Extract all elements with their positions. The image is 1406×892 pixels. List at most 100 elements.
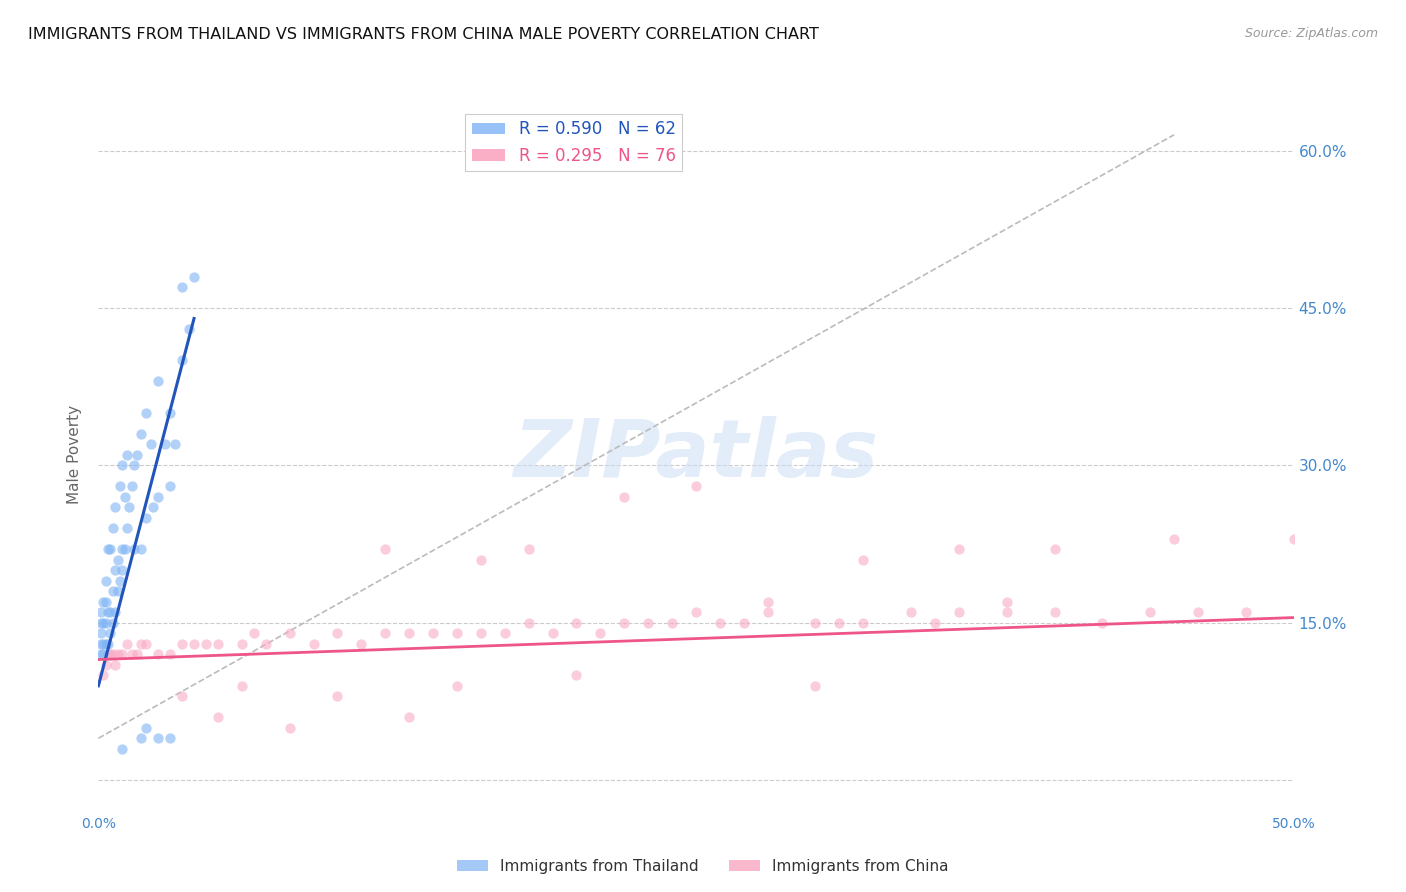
Point bbox=[172, 280, 194, 294]
Point bbox=[90, 626, 112, 640]
Point bbox=[121, 479, 143, 493]
Point bbox=[756, 605, 779, 619]
Point bbox=[125, 648, 148, 662]
Point bbox=[94, 595, 117, 609]
Point bbox=[446, 626, 468, 640]
Point bbox=[131, 637, 153, 651]
Point bbox=[350, 637, 373, 651]
Point bbox=[398, 626, 420, 640]
Point bbox=[1282, 532, 1305, 546]
Point bbox=[446, 679, 468, 693]
Point bbox=[114, 542, 136, 557]
Point bbox=[91, 648, 114, 662]
Point bbox=[155, 437, 177, 451]
Point bbox=[97, 637, 120, 651]
Point bbox=[422, 626, 444, 640]
Point bbox=[94, 615, 117, 630]
Point bbox=[1187, 605, 1209, 619]
Point bbox=[98, 626, 122, 640]
Point bbox=[852, 615, 875, 630]
Point bbox=[517, 615, 540, 630]
Point bbox=[207, 637, 229, 651]
Point bbox=[131, 426, 153, 441]
Point bbox=[98, 605, 122, 619]
Point bbox=[94, 637, 117, 651]
Point bbox=[163, 437, 186, 451]
Point bbox=[470, 553, 492, 567]
Point bbox=[207, 710, 229, 724]
Point bbox=[1139, 605, 1161, 619]
Point bbox=[231, 679, 253, 693]
Point bbox=[135, 721, 157, 735]
Point bbox=[131, 542, 153, 557]
Point bbox=[114, 490, 136, 504]
Point bbox=[90, 648, 112, 662]
Point bbox=[97, 605, 120, 619]
Point bbox=[139, 437, 162, 451]
Point bbox=[804, 679, 827, 693]
Point bbox=[111, 458, 134, 473]
Point bbox=[107, 553, 129, 567]
Point bbox=[733, 615, 755, 630]
Point bbox=[142, 500, 165, 515]
Point bbox=[685, 605, 707, 619]
Point bbox=[159, 406, 181, 420]
Point bbox=[101, 615, 124, 630]
Point bbox=[97, 542, 120, 557]
Point bbox=[107, 648, 129, 662]
Point bbox=[135, 406, 157, 420]
Point bbox=[159, 648, 181, 662]
Point bbox=[828, 615, 851, 630]
Point bbox=[94, 574, 117, 588]
Point bbox=[111, 741, 134, 756]
Point bbox=[125, 448, 148, 462]
Point bbox=[90, 637, 112, 651]
Point bbox=[302, 637, 325, 651]
Point bbox=[948, 542, 970, 557]
Point bbox=[183, 269, 205, 284]
Point bbox=[613, 490, 636, 504]
Point bbox=[107, 584, 129, 599]
Point bbox=[104, 605, 127, 619]
Point bbox=[131, 731, 153, 746]
Point bbox=[148, 731, 170, 746]
Point bbox=[589, 626, 612, 640]
Point bbox=[159, 479, 181, 493]
Text: Source: ZipAtlas.com: Source: ZipAtlas.com bbox=[1244, 27, 1378, 40]
Point bbox=[804, 615, 827, 630]
Point bbox=[709, 615, 731, 630]
Point bbox=[98, 648, 122, 662]
Text: IMMIGRANTS FROM THAILAND VS IMMIGRANTS FROM CHINA MALE POVERTY CORRELATION CHART: IMMIGRANTS FROM THAILAND VS IMMIGRANTS F… bbox=[28, 27, 818, 42]
Point bbox=[374, 626, 396, 640]
Point bbox=[121, 648, 143, 662]
Point bbox=[98, 542, 122, 557]
Point bbox=[1091, 615, 1114, 630]
Point bbox=[115, 448, 138, 462]
Point bbox=[124, 542, 146, 557]
Point bbox=[900, 605, 922, 619]
Point bbox=[243, 626, 266, 640]
Text: ZIPatlas: ZIPatlas bbox=[513, 416, 879, 494]
Point bbox=[183, 637, 205, 651]
Point bbox=[278, 721, 301, 735]
Point bbox=[115, 521, 138, 535]
Point bbox=[1043, 542, 1066, 557]
Point bbox=[148, 490, 170, 504]
Point bbox=[101, 584, 124, 599]
Point bbox=[104, 657, 127, 672]
Point bbox=[124, 458, 146, 473]
Point bbox=[326, 690, 349, 704]
Point bbox=[90, 615, 112, 630]
Point bbox=[194, 637, 218, 651]
Point bbox=[685, 479, 707, 493]
Point bbox=[995, 595, 1018, 609]
Point bbox=[374, 542, 396, 557]
Point bbox=[541, 626, 564, 640]
Point bbox=[326, 626, 349, 640]
Point bbox=[135, 637, 157, 651]
Point bbox=[90, 605, 112, 619]
Point bbox=[108, 574, 131, 588]
Point bbox=[172, 353, 194, 368]
Point bbox=[159, 731, 181, 746]
Point bbox=[115, 637, 138, 651]
